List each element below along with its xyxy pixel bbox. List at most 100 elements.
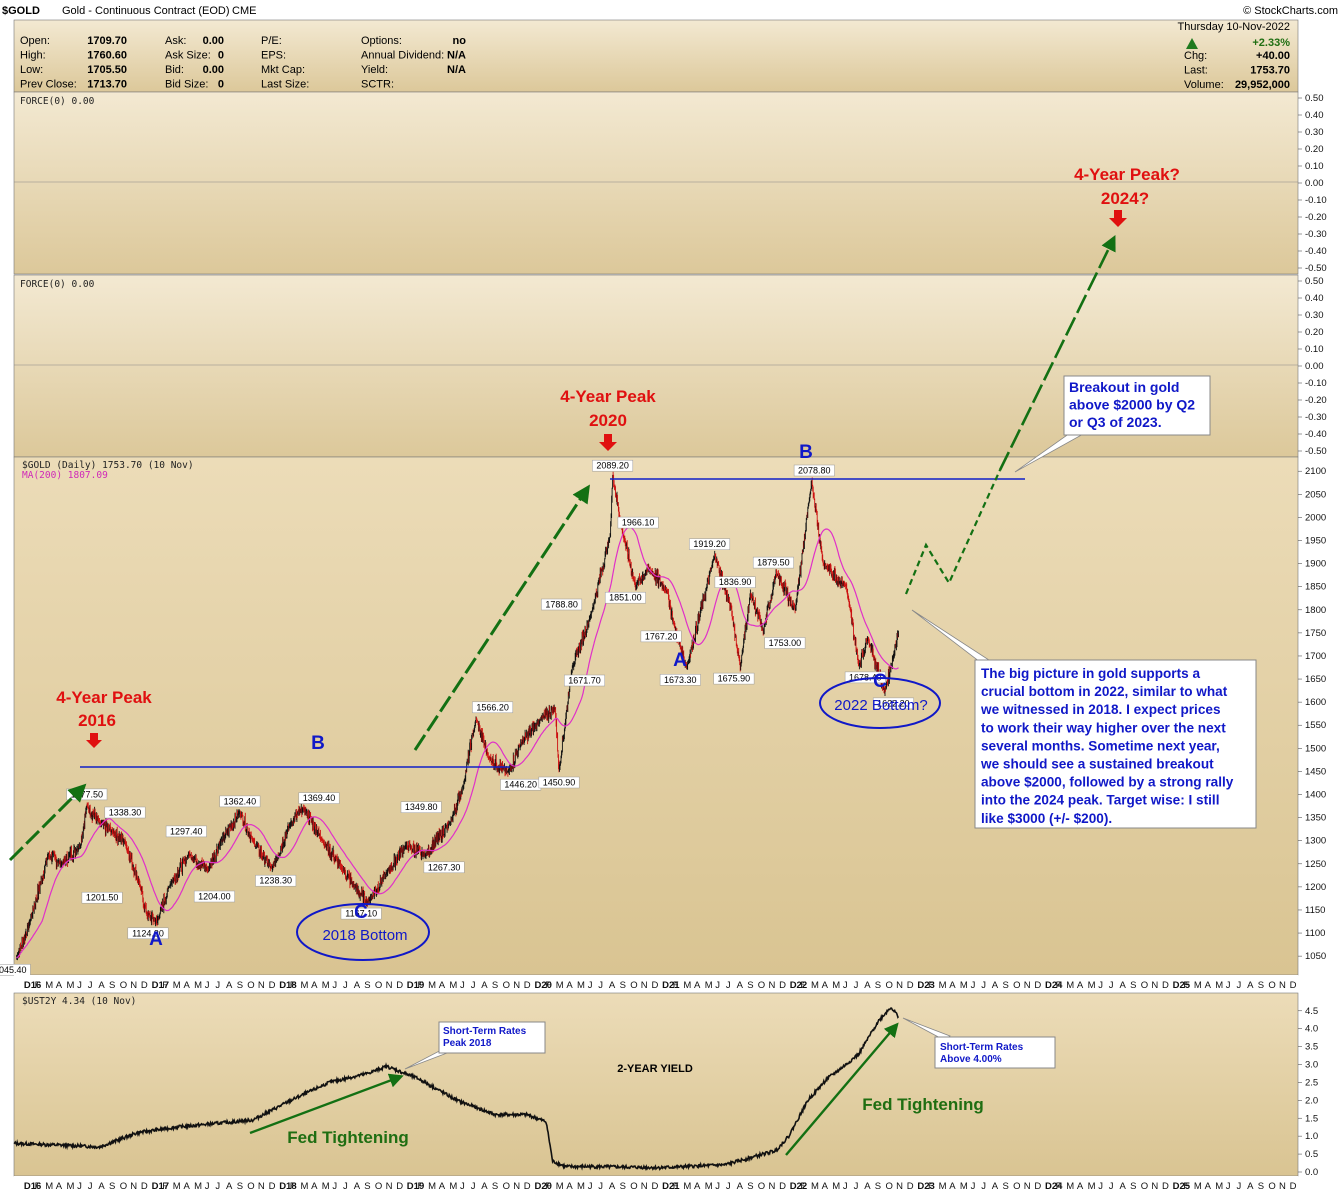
date-tick: F	[35, 1181, 41, 1192]
price-label: 1966.10	[622, 518, 655, 528]
date-tick: M	[301, 1181, 309, 1192]
wave-b-2018: B	[311, 733, 325, 754]
date-tick: S	[364, 980, 370, 991]
date-tick: J	[205, 1181, 210, 1192]
date-tick: J	[471, 980, 476, 991]
date-tick: D	[524, 1181, 531, 1192]
date-tick: J	[971, 1181, 976, 1192]
date-tick: A	[98, 1181, 105, 1192]
date-tick: M	[1088, 1181, 1096, 1192]
date-tick: A	[694, 980, 701, 991]
force-tick: 0.00	[1305, 178, 1324, 189]
date-tick: M	[67, 980, 75, 991]
price-label-box	[604, 591, 646, 604]
date-tick: M	[194, 1181, 202, 1192]
date-tick: F	[800, 980, 806, 991]
gold-y-tick: 1150	[1305, 905, 1325, 916]
force-tick: 0.30	[1305, 310, 1324, 321]
gold-y-tick: 1100	[1305, 928, 1325, 939]
big-picture-line-6: above $2000, followed by a strong rally	[981, 775, 1234, 790]
date-tick: D	[141, 980, 148, 991]
yield-y-tick: 2.0	[1305, 1095, 1318, 1106]
date-tick: D17	[152, 980, 169, 991]
force-tick: 0.50	[1305, 93, 1324, 104]
date-tick: N	[1279, 980, 1286, 991]
date-tick: M	[1215, 980, 1223, 991]
date-tick: S	[492, 1181, 498, 1192]
date-tick: J	[598, 1181, 603, 1192]
price-label-box	[298, 792, 340, 804]
big-picture-line-3: to work their way higher over the next	[981, 720, 1226, 735]
date-tick: M	[1066, 980, 1074, 991]
date-tick: O	[630, 980, 637, 991]
date-tick: J	[726, 980, 731, 991]
stat-mid3-value-0: no	[453, 35, 467, 47]
date-tick: D	[1162, 980, 1169, 991]
price-label-box	[255, 874, 297, 887]
trend-arrow-2023	[998, 234, 1116, 471]
date-tick: F	[1056, 980, 1062, 991]
date-tick: J	[205, 980, 210, 991]
gold-y-tick: 1950	[1305, 536, 1326, 547]
date-tick: F	[290, 980, 296, 991]
price-label-box	[219, 795, 261, 808]
price-label: 1678.40	[849, 672, 882, 682]
date-tick: F	[1056, 1181, 1062, 1192]
date-tick: S	[620, 980, 626, 991]
yield-y-tick: 3.0	[1305, 1060, 1318, 1071]
date-tick: M	[556, 1181, 564, 1192]
price-label-box	[793, 464, 835, 477]
gold-y-tick: 1900	[1305, 559, 1326, 570]
date-tick: A	[481, 1181, 488, 1192]
yield-y-tick: 1.5	[1305, 1113, 1318, 1124]
gold-y-tick: 1400	[1305, 790, 1326, 801]
gold-y-tick: 1250	[1305, 859, 1326, 870]
price-label-box	[340, 907, 382, 920]
gold-y-tick: 1500	[1305, 743, 1326, 754]
date-tick: N	[1024, 1181, 1031, 1192]
gold-y-tick: 1800	[1305, 605, 1326, 616]
rates-above-callout	[934, 1036, 1056, 1069]
price-label-box	[713, 672, 755, 685]
date-tick: A	[354, 1181, 361, 1192]
force-tick: -0.10	[1305, 378, 1327, 389]
peak-2024-year: 2024?	[1101, 189, 1149, 208]
date-tick: M	[683, 1181, 691, 1192]
date-tick: A	[98, 980, 105, 991]
yield-legend: $UST2Y 4.34 (10 Nov)	[22, 996, 136, 1007]
force-tick: 0.00	[1305, 361, 1324, 372]
stat-mid-value-1: 0	[218, 50, 224, 62]
date-tick: M	[939, 1181, 947, 1192]
date-tick: D20	[535, 1181, 552, 1192]
date-tick: J	[332, 980, 337, 991]
trend-arrow-2015	[8, 783, 87, 862]
fed-arrow-2022	[785, 1022, 899, 1156]
date-tick: O	[886, 1181, 893, 1192]
force-axis-1: 0.50 0.40 0.30 0.20 0.10 0.00 -0.10 -0.20 -0.30 -…	[1298, 93, 1327, 274]
date-tick: N	[769, 1181, 776, 1192]
date-tick: M	[705, 1181, 713, 1192]
date-tick: O	[375, 980, 382, 991]
stat-left-label-1: High:	[20, 50, 46, 62]
stat-mid2-label-2: Mkt Cap:	[261, 64, 305, 76]
price-label-box	[640, 630, 682, 643]
date-tick: D19	[407, 980, 424, 991]
date-tick: S	[237, 980, 243, 991]
stat-mid3-value-2: N/A	[447, 64, 466, 76]
stat-left-label-3: Prev Close:	[20, 79, 77, 91]
date-tick: D	[907, 1181, 914, 1192]
stat-mid3-label-1: Annual Dividend:	[361, 50, 444, 62]
gold-y-tick: 1600	[1305, 697, 1326, 708]
date-tick: A	[439, 1181, 446, 1192]
date-tick: F	[673, 980, 679, 991]
date-tick: M	[449, 980, 457, 991]
gold-y-axis: 1050 1100 1150 1200 1250 1300 1350 1400 1450 1500…	[1298, 466, 1326, 962]
price-label-box	[423, 861, 465, 874]
date-tick: J	[88, 1181, 93, 1192]
date-tick: D	[907, 980, 914, 991]
gold-y-tick: 1050	[1305, 951, 1326, 962]
peak-2024-arrow	[1109, 210, 1127, 227]
price-label-box	[764, 637, 806, 649]
date-tick: S	[620, 1181, 626, 1192]
date-tick: J	[843, 980, 848, 991]
